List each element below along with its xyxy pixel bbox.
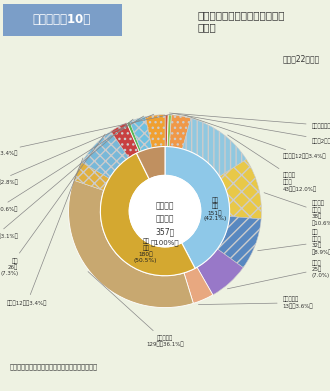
Text: （100%）: （100%）	[151, 240, 179, 246]
Text: 流出事故: 流出事故	[156, 202, 174, 211]
Wedge shape	[74, 162, 109, 190]
Text: 危険物施設における流出事故発
生原因: 危険物施設における流出事故発 生原因	[198, 10, 285, 32]
Text: 誤操作
25件
(7.0%): 誤操作 25件 (7.0%)	[227, 260, 330, 289]
Wedge shape	[182, 118, 247, 176]
Text: 357件: 357件	[155, 227, 175, 236]
Text: 破損
26件
(7.3%): 破損 26件 (7.3%)	[0, 134, 105, 276]
Wedge shape	[165, 115, 168, 147]
Wedge shape	[100, 153, 195, 276]
Text: 操作確認
不十分
38件
（10.6%）: 操作確認 不十分 38件 （10.6%）	[264, 193, 330, 226]
Text: 地震等災害　2件（0.6%）: 地震等災害 2件（0.6%）	[170, 113, 330, 129]
Text: 調査中　12件（3.4%）: 調査中 12件（3.4%）	[185, 115, 326, 159]
Circle shape	[129, 176, 201, 247]
Text: 施工不良　11件（3.1%）: 施工不良 11件（3.1%）	[0, 119, 133, 239]
Text: 監視
不十分
32件
（8.9%）: 監視 不十分 32件 （8.9%）	[258, 230, 330, 255]
Text: 維持管理
不十分
43件（12.0%）: 維持管理 不十分 43件（12.0%）	[228, 135, 317, 192]
Wedge shape	[219, 160, 261, 219]
Wedge shape	[136, 147, 165, 179]
Wedge shape	[167, 115, 172, 147]
Text: その他の要因　12件（3.4%）: その他の要因 12件（3.4%）	[0, 114, 173, 156]
Wedge shape	[130, 117, 152, 151]
Wedge shape	[169, 115, 191, 149]
Text: 第１－２－10図: 第１－２－10図	[32, 13, 90, 26]
Text: 不明　2件（0.6%）: 不明 2件（0.6%）	[173, 113, 330, 143]
Text: 人的
要因
151件
(42.1%): 人的 要因 151件 (42.1%)	[204, 197, 227, 221]
FancyBboxPatch shape	[3, 4, 122, 36]
Text: 故障　12件（3.4%）: 故障 12件（3.4%）	[7, 158, 83, 305]
Wedge shape	[165, 147, 230, 268]
Text: 交通事故　10件（2.8%）: 交通事故 10件（2.8%）	[0, 114, 154, 185]
Wedge shape	[197, 249, 243, 295]
Wedge shape	[69, 180, 193, 308]
Text: 腐食等劣化
129件（36.1%）: 腐食等劣化 129件（36.1%）	[88, 272, 184, 347]
Wedge shape	[127, 121, 141, 152]
Wedge shape	[82, 131, 129, 178]
Text: 物的
要因
180件
(50.5%): 物的 要因 180件 (50.5%)	[134, 239, 157, 263]
Text: （備考）　「危険物に係る事故報告」により作成: （備考） 「危険物に係る事故報告」により作成	[10, 364, 98, 370]
Wedge shape	[146, 115, 165, 148]
Text: 設計不良　2件（0.6%）: 設計不良 2件（0.6%）	[0, 116, 144, 212]
Text: 操作未実施
13件（3.6%）: 操作未実施 13件（3.6%）	[198, 297, 313, 309]
Wedge shape	[111, 123, 139, 158]
Wedge shape	[184, 267, 213, 303]
Wedge shape	[217, 216, 261, 267]
Text: 発生総数: 発生総数	[156, 214, 174, 223]
Text: （平成22年中）: （平成22年中）	[283, 54, 320, 63]
